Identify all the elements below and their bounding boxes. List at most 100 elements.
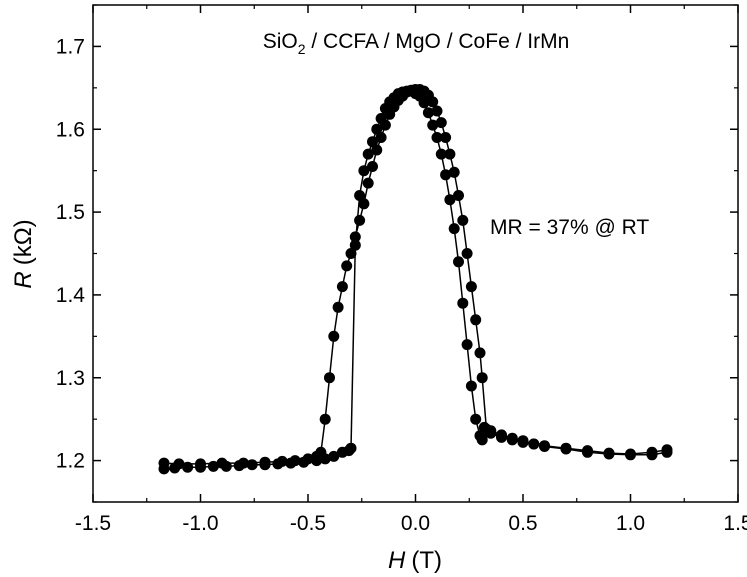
x-axis-symbol: H <box>388 547 406 574</box>
data-point <box>207 460 219 472</box>
data-point <box>332 301 344 313</box>
y-tick-label: 1.5 <box>56 201 85 224</box>
plot-frame <box>92 4 739 503</box>
y-tick-labels: 1.2 1.3 1.4 1.5 1.6 1.7 <box>56 35 86 472</box>
data-point <box>324 372 335 384</box>
data-point <box>465 281 477 293</box>
y-tick-label: 1.2 <box>56 450 85 473</box>
x-tick-label: -1.5 <box>75 512 111 535</box>
data-point <box>158 457 170 469</box>
data-point <box>375 132 387 143</box>
data-point <box>311 450 323 462</box>
data-point <box>422 107 434 119</box>
x-tick-label: 1.0 <box>616 512 645 535</box>
data-point <box>246 459 258 471</box>
x-tick-label: 0.5 <box>508 512 537 535</box>
data-point <box>336 281 348 293</box>
data-point <box>362 177 374 189</box>
data-point <box>427 119 439 131</box>
data-point <box>354 190 366 201</box>
x-tick-label: -1.0 <box>182 512 218 535</box>
data-point <box>444 148 456 160</box>
axis-ticks <box>92 4 739 503</box>
data-point <box>276 455 288 467</box>
data-point <box>349 239 361 251</box>
data-point <box>319 413 331 425</box>
data-point <box>453 256 464 268</box>
x-axis-unit: (T) <box>411 547 442 574</box>
data-point <box>476 372 488 384</box>
y-axis-unit: (kΩ) <box>10 219 37 265</box>
data-point <box>461 248 473 259</box>
sample-stack-annotation: SiO2 / CCFA / MgO / CoFe / IrMn <box>263 30 570 57</box>
data-point <box>435 117 447 129</box>
data-point <box>444 194 456 206</box>
data-point <box>195 458 206 470</box>
data-point <box>371 123 383 135</box>
data-point <box>341 260 353 272</box>
data-point <box>328 330 340 342</box>
x-tick-label: 0.0 <box>401 512 430 535</box>
data-point <box>216 457 228 469</box>
data-point <box>302 453 314 465</box>
data-point <box>289 455 301 467</box>
data-point <box>476 434 488 446</box>
x-tick-label: 1.5 <box>723 512 747 535</box>
data-point <box>182 461 194 473</box>
data-point <box>367 161 378 172</box>
data-point <box>367 136 378 148</box>
data-point <box>474 347 486 359</box>
data-point <box>506 432 518 444</box>
data-point <box>457 214 469 226</box>
data-point <box>603 447 615 459</box>
data-point <box>173 458 185 470</box>
series-lines <box>163 88 668 470</box>
data-point <box>384 108 396 120</box>
y-tick-label: 1.3 <box>56 367 85 390</box>
data-point <box>539 440 550 452</box>
y-tick-label: 1.7 <box>56 35 85 58</box>
data-point <box>517 435 529 447</box>
data-point <box>465 380 477 392</box>
data-point <box>349 231 361 243</box>
series-line-2 <box>163 88 668 465</box>
stack-part-rest: / CCFA / MgO / CoFe / IrMn <box>306 30 570 53</box>
data-point <box>582 445 593 457</box>
data-point <box>345 248 357 259</box>
data-point <box>440 169 452 181</box>
data-point <box>358 198 370 210</box>
y-tick-label: 1.6 <box>56 118 85 141</box>
data-point <box>448 166 460 178</box>
data-point <box>470 413 482 425</box>
data-point <box>461 339 473 351</box>
x-tick-label: -0.5 <box>290 512 326 535</box>
y-axis-symbol: R <box>10 271 37 288</box>
data-point <box>371 144 383 156</box>
data-point <box>354 214 366 226</box>
x-axis-title: H (T) <box>388 547 442 574</box>
mr-annotation: MR = 37% @ RT <box>490 216 649 239</box>
data-point <box>431 105 443 117</box>
data-point <box>435 148 447 160</box>
data-point <box>528 438 540 450</box>
x-tick-labels: -1.5 -1.0 -0.5 0.0 0.5 1.0 1.5 <box>75 512 747 535</box>
y-tick-label: 1.4 <box>56 284 86 307</box>
y-axis-title: R (kΩ) <box>10 219 37 288</box>
data-point <box>661 444 673 456</box>
data-point <box>646 446 658 458</box>
series-line-1 <box>163 90 668 470</box>
data-point <box>362 148 374 160</box>
data-point <box>328 450 340 462</box>
stack-part-subscript: 2 <box>298 41 306 57</box>
data-point <box>496 429 507 441</box>
data-point <box>358 165 370 177</box>
data-point <box>379 119 391 131</box>
data-point <box>448 223 460 235</box>
data-points <box>158 84 673 475</box>
data-point <box>470 314 482 326</box>
data-point <box>431 132 443 143</box>
data-point <box>625 448 636 460</box>
stack-part-sio: SiO <box>263 30 298 53</box>
data-point <box>560 442 572 454</box>
